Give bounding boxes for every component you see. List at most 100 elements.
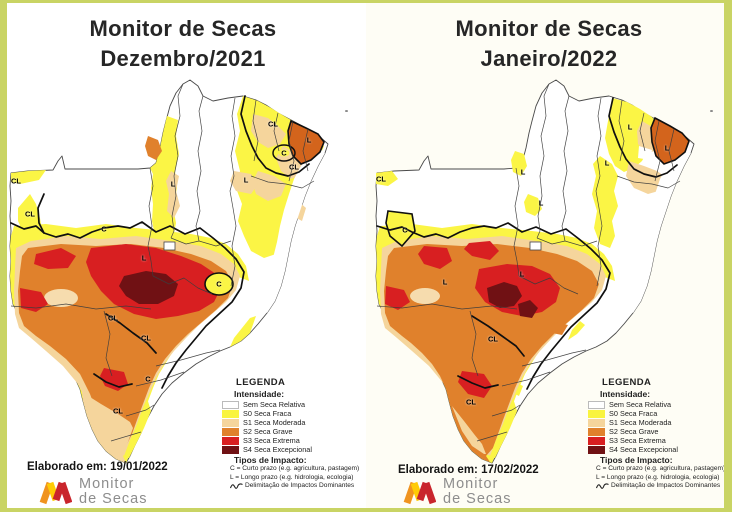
legend-title: LEGENDA xyxy=(602,377,652,388)
legend-delimitation-line: Delimitação de Impactos Dominantes xyxy=(230,482,366,491)
legend-color-chip xyxy=(222,400,239,409)
map-title-line1: Monitor de Secas xyxy=(455,16,643,41)
legend-item-label: S1 Seca Moderada xyxy=(243,418,306,427)
legend-color-chip xyxy=(588,445,605,454)
legend-color-chip xyxy=(222,409,239,418)
legend-impact-line-c: C = Curto prazo (e.g. agricultura, pasta… xyxy=(596,465,726,472)
map-impact-labels: CL CL C L L CL C CL L L C CL CL C CL xyxy=(6,76,336,471)
legend-color-chip xyxy=(222,436,239,445)
legend-color-chip xyxy=(588,418,605,427)
map-legend: LEGENDA Intensidade: Sem Seca Relativa S0… xyxy=(220,377,366,491)
map-impact-label: L xyxy=(604,158,610,168)
map-impact-label: CL xyxy=(141,333,151,343)
legend-item-label: Sem Seca Relativa xyxy=(609,400,672,409)
map-impact-label: CL xyxy=(466,397,476,407)
island-dot xyxy=(345,110,348,112)
logo-text: Monitor de Secas xyxy=(79,476,148,507)
legend-impact-heading: Tipos de Impacto: xyxy=(234,455,307,465)
map-title-line2: Janeiro/2022 xyxy=(480,46,618,71)
map-title-line1: Monitor de Secas xyxy=(89,16,277,41)
map-legend: LEGENDA Intensidade: Sem Seca Relativa S0… xyxy=(586,377,732,491)
monitor-logo: Monitor de Secas xyxy=(402,477,511,507)
map-impact-label: CL xyxy=(376,174,386,184)
map-impact-label: L xyxy=(306,135,312,145)
legend-item-label: Sem Seca Relativa xyxy=(243,400,306,409)
legend-color-chip xyxy=(588,436,605,445)
frame-bottom xyxy=(0,508,732,512)
map-impact-label: L xyxy=(141,253,147,263)
legend-item-label: S0 Seca Fraca xyxy=(243,409,292,418)
elaborated-date: Elaborado em: 17/02/2022 xyxy=(398,464,539,476)
legend-color-chip xyxy=(588,409,605,418)
legend-item-label: S2 Seca Grave xyxy=(243,427,293,436)
monitor-m-icon xyxy=(39,481,72,504)
legend-intensity-items: Sem Seca Relativa S0 Seca Fraca S1 Seca Mo… xyxy=(588,400,732,454)
map-impact-label: CL xyxy=(268,119,278,129)
map-impact-label: L xyxy=(442,277,448,287)
legend-item: S3 Seca Extrema xyxy=(588,436,732,445)
squiggle-line-icon xyxy=(596,483,609,490)
legend-item-label: S3 Seca Extrema xyxy=(609,436,666,445)
monitor-m-icon xyxy=(403,481,436,504)
map-impact-label: C xyxy=(101,224,107,234)
elaborated-date: Elaborado em: 19/01/2022 xyxy=(27,461,168,473)
map-impact-label: C xyxy=(281,148,287,158)
legend-item-label: S1 Seca Moderada xyxy=(609,418,672,427)
legend-item-label: S4 Seca Excepcional xyxy=(609,445,678,454)
legend-item: S1 Seca Moderada xyxy=(588,418,732,427)
frame-left xyxy=(0,0,7,512)
map-title: Monitor de Secas Janeiro/2022 xyxy=(366,14,732,74)
map-impact-label: CL xyxy=(113,406,123,416)
legend-item: S1 Seca Moderada xyxy=(222,418,366,427)
squiggle-line-icon xyxy=(230,483,243,490)
legend-item: S2 Seca Grave xyxy=(222,427,366,436)
legend-color-chip xyxy=(222,427,239,436)
island-dot xyxy=(710,110,713,112)
legend-intensity-heading: Intensidade: xyxy=(234,389,285,399)
legend-intensity-heading: Intensidade: xyxy=(600,389,651,399)
map-impact-label: CL xyxy=(25,209,35,219)
legend-item-label: S0 Seca Fraca xyxy=(609,409,658,418)
map-impact-label: C xyxy=(216,279,222,289)
legend-item-label: S4 Seca Excepcional xyxy=(243,445,312,454)
map-impact-label: C xyxy=(402,225,408,235)
map-impact-labels: CL C L L L L L L L CL CL xyxy=(372,76,702,471)
map-impact-label: L xyxy=(170,179,176,189)
map-impact-label: L xyxy=(243,175,249,185)
legend-color-chip xyxy=(588,400,605,409)
map-impact-label: CL xyxy=(11,176,21,186)
map-impact-label: L xyxy=(519,269,525,279)
legend-color-chip xyxy=(222,445,239,454)
map-impact-label: L xyxy=(664,143,670,153)
logo-text: Monitor de Secas xyxy=(443,476,512,507)
map-impact-label: C xyxy=(145,374,151,384)
map-impact-label: CL xyxy=(488,334,498,344)
legend-item-label: S3 Seca Extrema xyxy=(243,436,300,445)
legend-item: S0 Seca Fraca xyxy=(588,409,732,418)
frame-top xyxy=(0,0,732,3)
drought-map-dezembro: CL CL C L L CL C CL L L C CL CL C CL xyxy=(6,76,336,471)
legend-delimitation-line: Delimitação de Impactos Dominantes xyxy=(596,482,732,491)
map-title-line2: Dezembro/2021 xyxy=(100,46,266,71)
brazil-drought-map-svg xyxy=(375,79,695,464)
drought-map-janeiro: CL C L L L L L L L CL CL xyxy=(372,76,702,471)
legend-impact-heading: Tipos de Impacto: xyxy=(600,455,673,465)
legend-item: S0 Seca Fraca xyxy=(222,409,366,418)
legend-item: S2 Seca Grave xyxy=(588,427,732,436)
map-impact-label: L xyxy=(538,198,544,208)
map-impact-label: CL xyxy=(108,313,118,323)
legend-intensity-items: Sem Seca Relativa S0 Seca Fraca S1 Seca Mo… xyxy=(222,400,366,454)
legend-title: LEGENDA xyxy=(236,377,286,388)
map-title: Monitor de Secas Dezembro/2021 xyxy=(0,14,366,74)
panel-janeiro-2022: Monitor de Secas Janeiro/2022 xyxy=(366,0,732,512)
legend-item: Sem Seca Relativa xyxy=(222,400,366,409)
frame-right xyxy=(724,0,732,512)
legend-item: S4 Seca Excepcional xyxy=(588,445,732,454)
legend-impact-line-c: C = Curto prazo (e.g. agricultura, pasta… xyxy=(230,465,360,472)
legend-impact-line-l: L = Longo prazo (e.g. hidrologia, ecolog… xyxy=(596,473,720,481)
legend-item: Sem Seca Relativa xyxy=(588,400,732,409)
map-impact-label: L xyxy=(627,122,633,132)
legend-item: S3 Seca Extrema xyxy=(222,436,366,445)
panel-dezembro-2021: Monitor de Secas Dezembro/2021 xyxy=(0,14,366,507)
